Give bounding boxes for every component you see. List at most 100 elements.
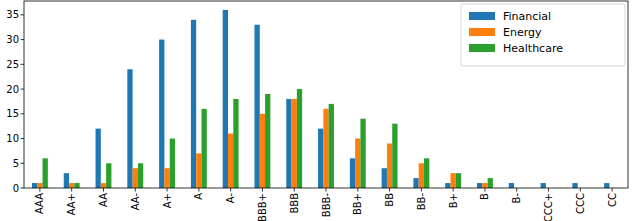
bar [64, 173, 69, 188]
bar [254, 25, 259, 188]
y-tick [21, 113, 25, 114]
legend: Financial Energy Healthcare [461, 4, 625, 66]
bar [329, 104, 334, 188]
bar [196, 153, 201, 188]
x-tick-label: BBB+ [257, 193, 268, 221]
x-tick-label: B- [511, 193, 522, 204]
y-tick-label: 0 [13, 183, 19, 194]
bar [127, 69, 132, 188]
x-tick [484, 188, 485, 192]
bar [164, 168, 169, 188]
x-tick [453, 188, 454, 192]
legend-swatch [469, 12, 495, 20]
legend-swatch [469, 44, 495, 52]
bar [392, 124, 397, 188]
bar [382, 168, 387, 188]
x-tick-label: B [479, 193, 490, 200]
bar [106, 163, 111, 188]
legend-swatch [469, 28, 495, 36]
x-tick-label: A+ [162, 193, 173, 208]
x-tick [103, 188, 104, 192]
x-tick [167, 188, 168, 192]
x-tick-label: CCC [575, 193, 586, 214]
x-tick [262, 188, 263, 192]
y-tick [21, 188, 25, 189]
bar [445, 183, 450, 188]
y-tick-label: 25 [6, 59, 19, 70]
bar [37, 183, 42, 188]
bar [488, 178, 493, 188]
y-tick [21, 163, 25, 164]
bar [260, 114, 265, 188]
x-tick [516, 188, 517, 192]
x-tick-label: AA [98, 193, 109, 207]
bar [228, 134, 233, 188]
x-tick [198, 188, 199, 192]
x-tick-label: B+ [448, 193, 459, 208]
bar [456, 173, 461, 188]
legend-label: Energy [503, 26, 542, 39]
bar [223, 10, 228, 188]
bar [360, 119, 365, 188]
y-tick [21, 138, 25, 139]
y-tick-label: 5 [13, 158, 19, 169]
x-tick [294, 188, 295, 192]
y-tick-label: 15 [6, 108, 19, 119]
y-tick [21, 39, 25, 40]
bar [477, 183, 482, 188]
bar [43, 158, 48, 188]
bar [297, 89, 302, 188]
bar [350, 158, 355, 188]
bar [32, 183, 37, 188]
bar [541, 183, 546, 188]
bar [424, 158, 429, 188]
plot-frame [24, 1, 628, 188]
x-tick [326, 188, 327, 192]
legend-label: Healthcare [503, 42, 563, 55]
x-tick-label: BBB [289, 193, 300, 214]
y-tick [21, 14, 25, 15]
bar [191, 20, 196, 188]
legend-label: Financial [503, 10, 551, 23]
x-tick-label: AAA [34, 193, 45, 214]
bar [413, 178, 418, 188]
bar [451, 173, 456, 188]
x-tick-label: AA- [130, 193, 141, 211]
bar [387, 143, 392, 188]
bar [233, 99, 238, 188]
bar [74, 183, 79, 188]
bar [170, 139, 175, 188]
y-tick [21, 64, 25, 65]
y-tick-label: 20 [6, 84, 19, 95]
y-tick-label: 35 [6, 9, 19, 20]
legend-frame [461, 4, 625, 66]
x-tick [548, 188, 549, 192]
bar [292, 99, 297, 188]
x-tick [389, 188, 390, 192]
x-tick-label: A- [225, 193, 236, 204]
x-tick [71, 188, 72, 192]
x-tick [39, 188, 40, 192]
x-tick [230, 188, 231, 192]
bar [69, 183, 74, 188]
bar [482, 183, 487, 188]
bar [159, 40, 164, 188]
x-tick [580, 188, 581, 192]
bar [101, 183, 106, 188]
bar [138, 163, 143, 188]
bar [265, 94, 270, 188]
bar [96, 129, 101, 188]
bar [201, 109, 206, 188]
bar [286, 99, 291, 188]
x-tick [612, 188, 613, 192]
bar [133, 168, 138, 188]
y-tick-label: 10 [6, 133, 19, 144]
bars [32, 10, 610, 188]
bar [572, 183, 577, 188]
x-tick [357, 188, 358, 192]
x-tick-label: BB [384, 193, 395, 207]
bar [509, 183, 514, 188]
bar [419, 163, 424, 188]
bar [604, 183, 609, 188]
y-tick-label: 30 [6, 34, 19, 45]
